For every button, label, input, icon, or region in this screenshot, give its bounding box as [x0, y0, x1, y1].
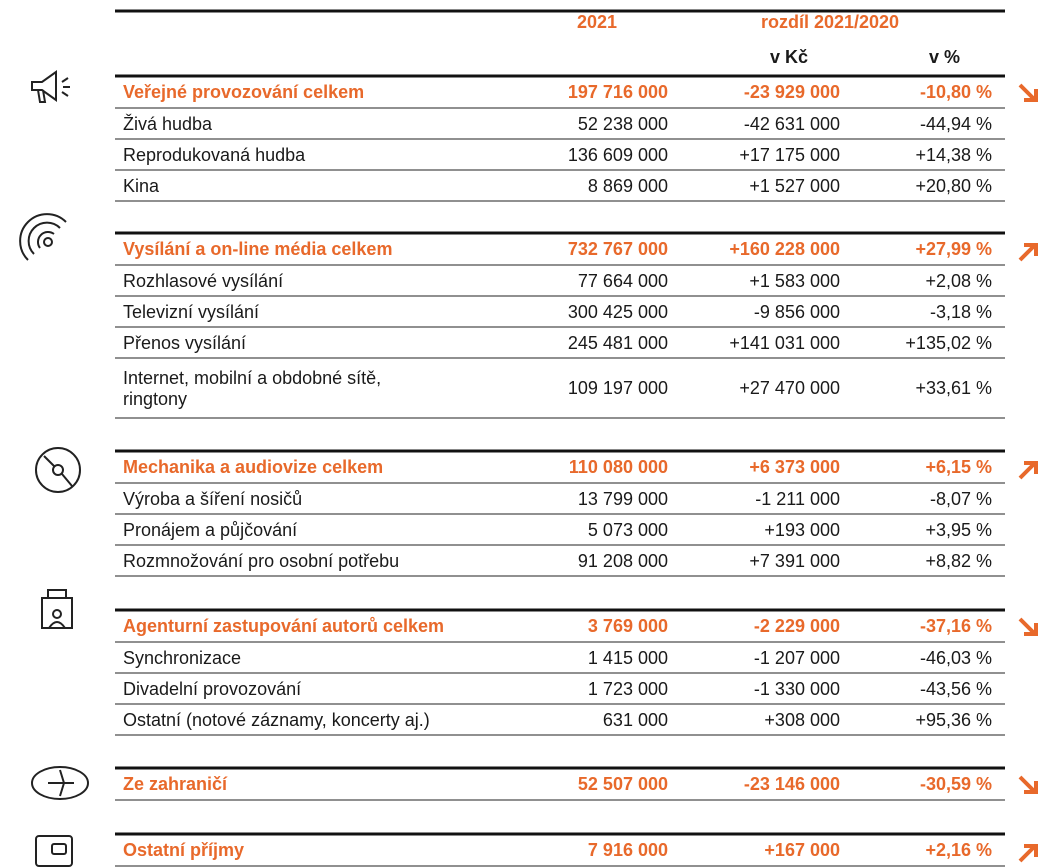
row-value: +135,02 %: [905, 332, 992, 353]
header-pct: v %: [928, 47, 960, 67]
row-value: -9 856 000: [753, 301, 840, 322]
row-value: 136 609 000: [567, 144, 668, 165]
trend-down: [1018, 83, 1038, 102]
row-value: +8,82 %: [925, 550, 992, 571]
trend-down: [1018, 617, 1038, 636]
row-value: +20,80 %: [915, 175, 992, 196]
total-value: -23 146 000: [743, 774, 840, 794]
row-value: 631 000: [602, 709, 668, 730]
total-value: 7 916 000: [587, 840, 668, 860]
section-icon: [41, 589, 73, 629]
row-value: 5 073 000: [587, 519, 668, 540]
trend-up: [1018, 844, 1038, 863]
row-value: -43,56 %: [919, 678, 992, 699]
row-value: -3,18 %: [929, 301, 992, 322]
total-value: +6,15 %: [925, 457, 992, 477]
row-value: -42 631 000: [743, 113, 840, 134]
total-value: -10,80 %: [919, 82, 992, 102]
total-value: +167 000: [764, 840, 840, 860]
row-value: 8 869 000: [587, 175, 668, 196]
row-value: +95,36 %: [915, 709, 992, 730]
row-value: 52 238 000: [577, 113, 668, 134]
total-value: 3 769 000: [587, 616, 668, 636]
row-value: 1 723 000: [587, 678, 668, 699]
row-value: +14,38 %: [915, 144, 992, 165]
section-icon: [31, 766, 89, 800]
trend-down: [1018, 775, 1038, 794]
row-value: +141 031 000: [729, 332, 840, 353]
row-label: Synchronizace: [123, 647, 242, 668]
row-value: +1 583 000: [749, 270, 840, 291]
total-value: 197 716 000: [567, 82, 668, 102]
total-value: -23 929 000: [743, 82, 840, 102]
row-value: -8,07 %: [929, 488, 992, 509]
row-label: Televizní vysílání: [123, 301, 260, 322]
total-value: 52 507 000: [577, 774, 668, 794]
header-year: 2021: [576, 12, 618, 32]
row-label: Rozhlasové vysílání: [123, 270, 284, 291]
row-value: +17 175 000: [739, 144, 840, 165]
row-label: Divadelní provozování: [123, 678, 302, 699]
total-label: Veřejné provozování celkem: [123, 82, 365, 102]
row-value: 1 415 000: [587, 647, 668, 668]
total-label: Vysílání a on-line média celkem: [123, 239, 393, 259]
row-value: -1 207 000: [753, 647, 840, 668]
header-diff: rozdíl 2021/2020: [760, 12, 900, 32]
row-label: Kina: [123, 175, 160, 196]
row-value: 245 481 000: [567, 332, 668, 353]
total-value: +160 228 000: [729, 239, 840, 259]
total-value: +6 373 000: [749, 457, 840, 477]
total-value: -30,59 %: [919, 774, 992, 794]
section-icon: [35, 835, 73, 867]
row-label: Výroba a šíření nosičů: [123, 488, 303, 509]
row-value: -46,03 %: [919, 647, 992, 668]
row-value: +27 470 000: [739, 378, 840, 398]
total-value: 110 080 000: [568, 457, 668, 477]
row-label: Přenos vysílání: [123, 332, 247, 353]
row-value: 13 799 000: [577, 488, 668, 509]
row-value: 300 425 000: [567, 301, 668, 322]
row-value: 77 664 000: [577, 270, 668, 291]
total-value: -2 229 000: [753, 616, 840, 636]
row-value: 91 208 000: [577, 550, 668, 571]
total-label: Ostatní příjmy: [123, 840, 245, 860]
total-value: +2,16 %: [925, 840, 992, 860]
row-value: +3,95 %: [925, 519, 992, 540]
trend-up: [1018, 243, 1038, 262]
header-kc: v Kč: [769, 47, 808, 67]
row-value: 109 197 000: [567, 378, 668, 398]
row-label: Rozmnožování pro osobní potřebu: [123, 550, 400, 571]
total-label: Mechanika a audiovize celkem: [123, 457, 384, 477]
row-value: -1 211 000: [755, 488, 840, 509]
row-label: Pronájem a půjčování: [123, 519, 298, 540]
row-label: Reprodukovaná hudba: [123, 144, 306, 165]
row-value: -1 330 000: [753, 678, 840, 699]
row-value: +33,61 %: [915, 378, 992, 398]
row-label: Ostatní (notové záznamy, koncerty aj.): [123, 709, 430, 730]
row-label: Živá hudba: [123, 113, 213, 134]
trend-up: [1018, 461, 1038, 480]
total-value: 732 767 000: [567, 239, 668, 259]
row-value: +1 527 000: [749, 175, 840, 196]
row-value: -44,94 %: [919, 113, 992, 134]
section-icon: [19, 213, 67, 261]
row-value: +2,08 %: [925, 270, 992, 291]
row-label: Internet, mobilní a obdobné sítě,: [123, 368, 382, 388]
total-value: +27,99 %: [915, 239, 992, 259]
row-value: +7 391 000: [749, 550, 840, 571]
total-label: Ze zahraničí: [123, 774, 228, 794]
section-icon: [35, 447, 81, 493]
row-label: ringtony: [123, 389, 188, 409]
total-value: -37,16 %: [919, 616, 992, 636]
total-label: Agenturní zastupování autorů celkem: [123, 616, 445, 636]
section-icon: [31, 70, 70, 103]
row-value: +308 000: [764, 709, 840, 730]
row-value: +193 000: [764, 519, 840, 540]
